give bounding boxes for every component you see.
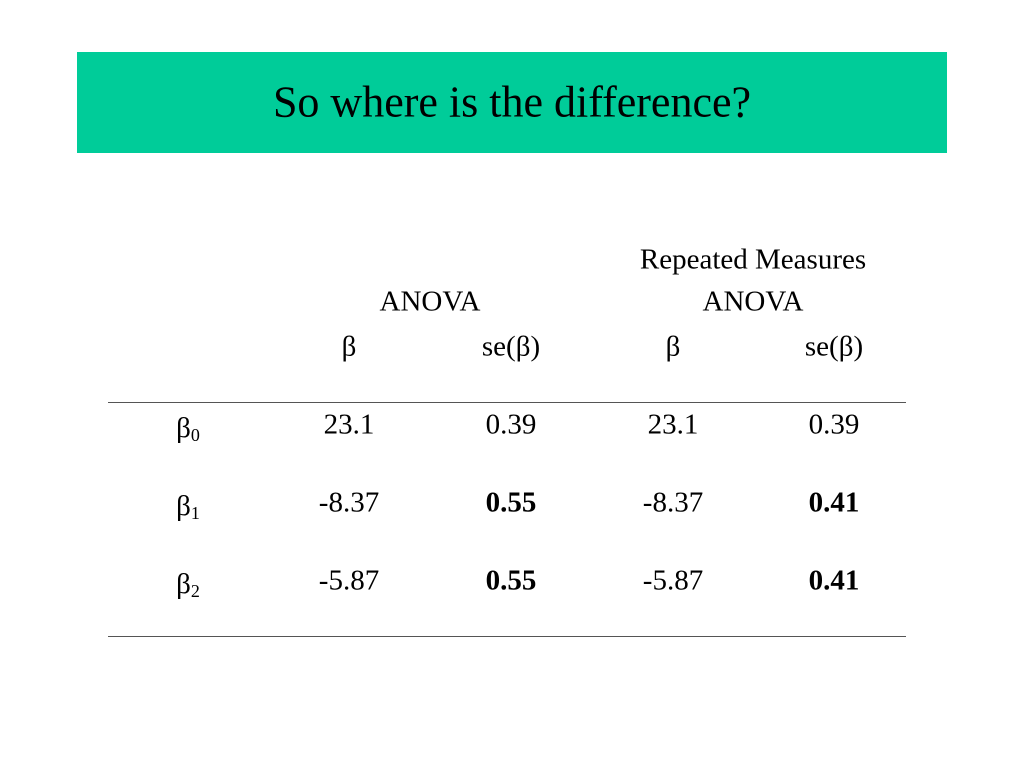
table-cell: 0.41	[808, 486, 860, 519]
row-label: β2	[176, 568, 200, 602]
table-cell: 0.55	[485, 486, 537, 519]
column-header: β	[341, 330, 357, 363]
table-cell: 23.1	[323, 408, 375, 441]
group-header: ANOVA	[702, 285, 804, 318]
group-header: Repeated Measures	[639, 243, 867, 276]
row-label-symbol: β	[176, 490, 191, 522]
row-label: β0	[176, 412, 200, 446]
row-label-subscript: 1	[190, 503, 200, 523]
table-cell: 0.39	[808, 408, 860, 441]
table-cell: 0.39	[485, 408, 537, 441]
table-cell: 23.1	[647, 408, 699, 441]
table-cell: 0.55	[485, 564, 537, 597]
table-cell: -8.37	[318, 486, 380, 519]
table-rule	[108, 402, 906, 403]
group-header: ANOVA	[379, 285, 481, 318]
column-header: se(β)	[804, 330, 864, 363]
row-label-symbol: β	[176, 412, 191, 444]
column-header: β	[665, 330, 681, 363]
table-cell: 0.41	[808, 564, 860, 597]
row-label: β1	[176, 490, 200, 524]
row-label-symbol: β	[176, 568, 191, 600]
slide-title: So where is the difference?	[272, 77, 752, 127]
title-band: So where is the difference?	[77, 52, 947, 153]
row-label-subscript: 2	[190, 581, 200, 601]
row-label-subscript: 0	[190, 425, 200, 445]
table-cell: -5.87	[318, 564, 380, 597]
table-rule	[108, 636, 906, 637]
column-header: se(β)	[481, 330, 541, 363]
table-cell: -5.87	[642, 564, 704, 597]
table-cell: -8.37	[642, 486, 704, 519]
